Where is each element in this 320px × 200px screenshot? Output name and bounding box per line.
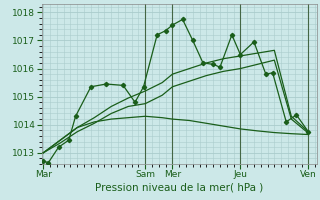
X-axis label: Pression niveau de la mer( hPa ): Pression niveau de la mer( hPa )	[95, 182, 263, 192]
